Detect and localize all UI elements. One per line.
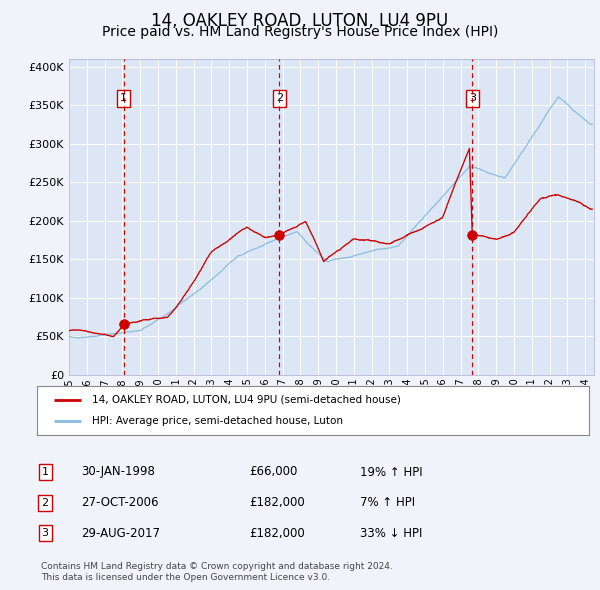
Text: Price paid vs. HM Land Registry's House Price Index (HPI): Price paid vs. HM Land Registry's House … xyxy=(102,25,498,39)
Text: 1: 1 xyxy=(41,467,49,477)
Text: This data is licensed under the Open Government Licence v3.0.: This data is licensed under the Open Gov… xyxy=(41,572,330,582)
Text: 14, OAKLEY ROAD, LUTON, LU4 9PU (semi-detached house): 14, OAKLEY ROAD, LUTON, LU4 9PU (semi-de… xyxy=(92,395,401,405)
Text: £182,000: £182,000 xyxy=(249,496,305,509)
Text: 14, OAKLEY ROAD, LUTON, LU4 9PU: 14, OAKLEY ROAD, LUTON, LU4 9PU xyxy=(151,12,449,30)
Text: 30-JAN-1998: 30-JAN-1998 xyxy=(81,466,155,478)
Text: 2: 2 xyxy=(41,498,49,507)
Text: £182,000: £182,000 xyxy=(249,527,305,540)
Text: 7% ↑ HPI: 7% ↑ HPI xyxy=(360,496,415,509)
Text: 2: 2 xyxy=(276,93,283,103)
Text: 3: 3 xyxy=(41,529,49,538)
Text: 1: 1 xyxy=(121,93,127,103)
Text: 29-AUG-2017: 29-AUG-2017 xyxy=(81,527,160,540)
Text: HPI: Average price, semi-detached house, Luton: HPI: Average price, semi-detached house,… xyxy=(92,417,343,427)
Text: 27-OCT-2006: 27-OCT-2006 xyxy=(81,496,158,509)
Text: 19% ↑ HPI: 19% ↑ HPI xyxy=(360,466,422,478)
Text: £66,000: £66,000 xyxy=(249,466,298,478)
Text: Contains HM Land Registry data © Crown copyright and database right 2024.: Contains HM Land Registry data © Crown c… xyxy=(41,562,392,571)
Text: 33% ↓ HPI: 33% ↓ HPI xyxy=(360,527,422,540)
Text: 3: 3 xyxy=(469,93,476,103)
